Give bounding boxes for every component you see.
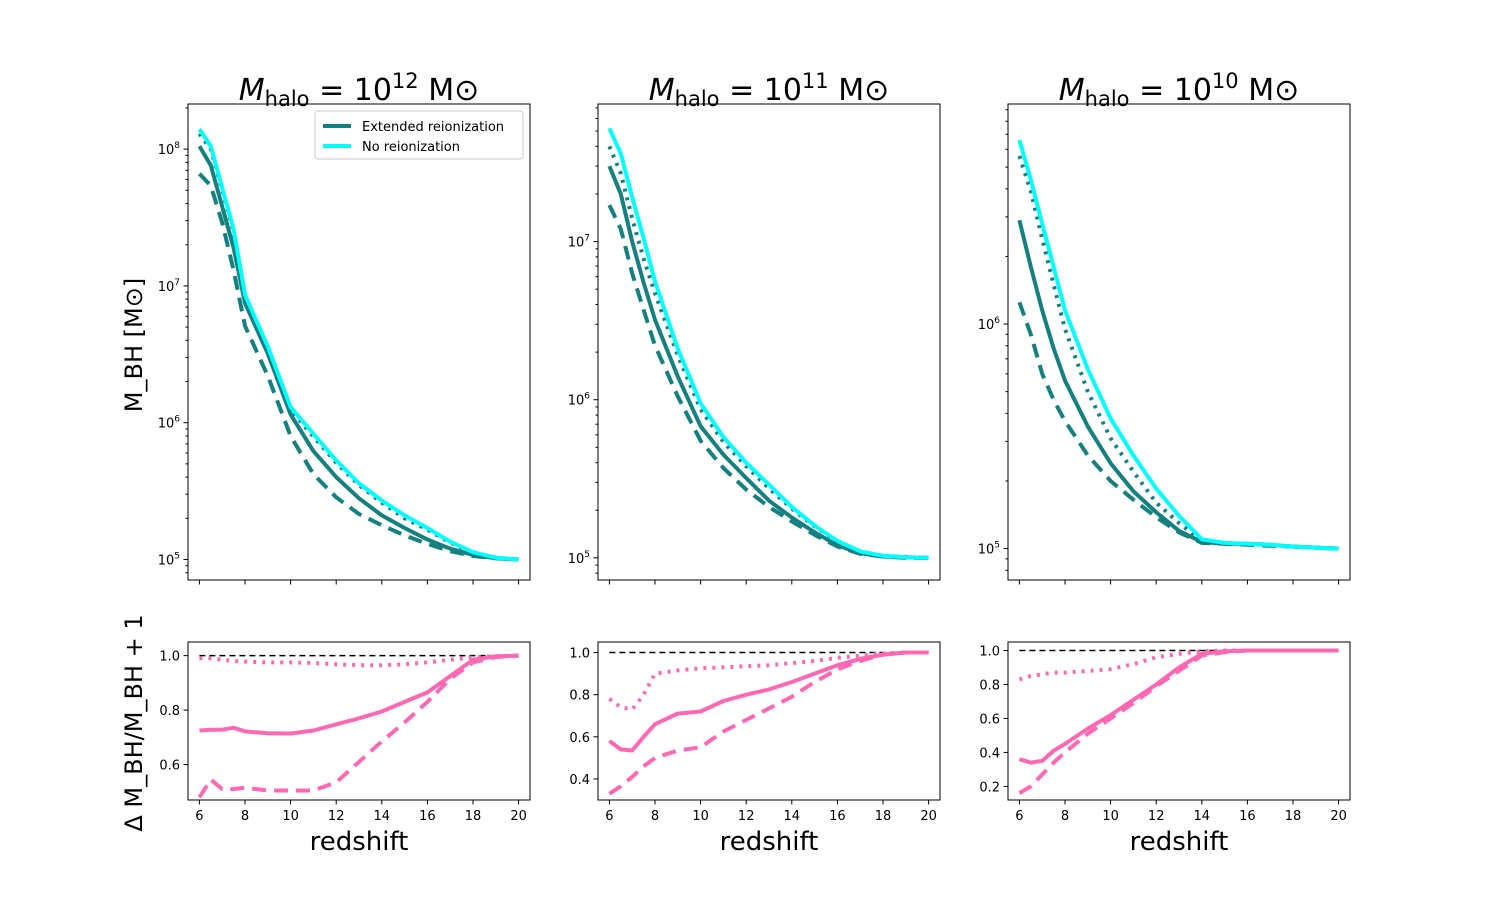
bottom-y-axis-label: Δ M_BH/M_BH + 1 — [120, 614, 148, 831]
x-axis-label: redshift — [720, 827, 819, 857]
x-tick-label: 20 — [510, 809, 527, 824]
top-axes-frame — [597, 103, 941, 581]
bottom-axes-frame — [1007, 641, 1351, 801]
y-tick-label: 1.0 — [979, 644, 1000, 659]
x-tick-label: 8 — [241, 809, 249, 824]
x-tick-label: 20 — [920, 809, 937, 824]
panel-3: Mhalo = 1010 M⊙ 105 106 0.2 0.4 0.6 0.8 1.0 6 8 10… — [978, 69, 1351, 857]
ratio-dashed — [608, 650, 929, 796]
panel-2: Mhalo = 1011 M⊙ 105 106 107 0.4 0.6 0.8 1.0 6 8 10… — [568, 69, 941, 857]
ratio-dotted — [608, 650, 929, 712]
legend-label: No reionization — [362, 140, 460, 155]
series-extended-dotted — [607, 145, 929, 560]
series-extended-dashed — [197, 172, 519, 562]
series-extended-solid — [1017, 219, 1339, 551]
legend-label: Extended reionization — [362, 120, 504, 135]
bottom-axes-frame — [597, 641, 941, 801]
y-tick-label: 0.6 — [979, 712, 1000, 727]
x-tick-label: 12 — [1148, 809, 1165, 824]
ratio-dotted — [199, 653, 519, 668]
ratio-solid — [199, 653, 519, 736]
y-tick-label: 1.0 — [569, 647, 590, 662]
series-extended-dashed — [1017, 301, 1339, 551]
legend-box — [314, 110, 524, 160]
x-tick-label: 16 — [419, 809, 436, 824]
y-tick-label: 0.4 — [979, 746, 1000, 761]
y-tick-label: 0.8 — [569, 689, 590, 704]
x-tick-label: 12 — [738, 809, 755, 824]
x-tick-label: 14 — [784, 809, 801, 824]
x-tick-label: 18 — [875, 809, 892, 824]
x-axis-label: redshift — [1130, 827, 1229, 857]
y-tick-label: 106 — [978, 316, 1001, 333]
x-tick-label: 6 — [1015, 809, 1023, 824]
ratio-dashed — [1018, 648, 1339, 795]
top-axes-frame — [187, 103, 531, 581]
ratio-dashed — [197, 653, 519, 799]
x-tick-label: 6 — [605, 809, 613, 824]
x-tick-label: 8 — [651, 809, 659, 824]
y-tick-label: 105 — [978, 541, 1000, 558]
x-tick-label: 12 — [328, 809, 345, 824]
x-tick-label: 10 — [282, 809, 299, 824]
series-extended-dotted — [1017, 155, 1339, 551]
y-tick-label: 105 — [568, 550, 590, 567]
y-tick-label: 107 — [158, 278, 180, 295]
series-extended-solid — [607, 165, 929, 560]
x-tick-label: 14 — [374, 809, 391, 824]
ratio-dotted — [1018, 648, 1339, 682]
y-tick-label: 0.6 — [159, 759, 180, 774]
series-no_reion-solid — [607, 127, 929, 560]
x-tick-label: 18 — [1285, 809, 1302, 824]
series-extended-dashed — [607, 204, 929, 560]
x-tick-label: 18 — [465, 809, 482, 824]
series-extended-solid — [197, 145, 519, 562]
y-tick-label: 0.6 — [569, 731, 590, 746]
series-no_reion-solid — [1017, 139, 1339, 551]
y-tick-label: 0.4 — [569, 773, 590, 788]
x-tick-label: 6 — [195, 809, 203, 824]
x-tick-label: 16 — [1239, 809, 1256, 824]
top-axes-frame — [1007, 103, 1351, 581]
x-tick-label: 8 — [1061, 809, 1069, 824]
panel-title: Mhalo = 1010 M⊙ — [1059, 69, 1299, 111]
y-tick-label: 0.8 — [979, 678, 1000, 693]
top-y-axis-label: M_BH [M⊙] — [120, 278, 148, 412]
legend: Extended reionization No reionization — [314, 110, 524, 160]
panel-title: Mhalo = 1012 M⊙ — [239, 69, 479, 111]
x-tick-label: 14 — [1194, 809, 1211, 824]
series-no_reion-solid — [197, 128, 519, 562]
y-tick-label: 0.8 — [159, 704, 180, 719]
x-tick-label: 16 — [829, 809, 846, 824]
x-tick-label: 10 — [692, 809, 709, 824]
y-tick-label: 0.2 — [979, 780, 1000, 795]
y-tick-label: 108 — [158, 141, 181, 158]
panel-title: Mhalo = 1011 M⊙ — [649, 69, 889, 111]
y-tick-label: 106 — [568, 392, 591, 409]
x-tick-label: 20 — [1330, 809, 1347, 824]
y-tick-label: 106 — [158, 415, 181, 432]
x-axis-label: redshift — [310, 827, 409, 857]
bottom-axes-frame — [187, 641, 531, 801]
y-tick-label: 107 — [568, 234, 590, 251]
x-tick-label: 10 — [1102, 809, 1119, 824]
ratio-solid — [1018, 648, 1339, 765]
y-tick-label: 105 — [158, 551, 180, 568]
y-tick-label: 1.0 — [159, 650, 180, 665]
